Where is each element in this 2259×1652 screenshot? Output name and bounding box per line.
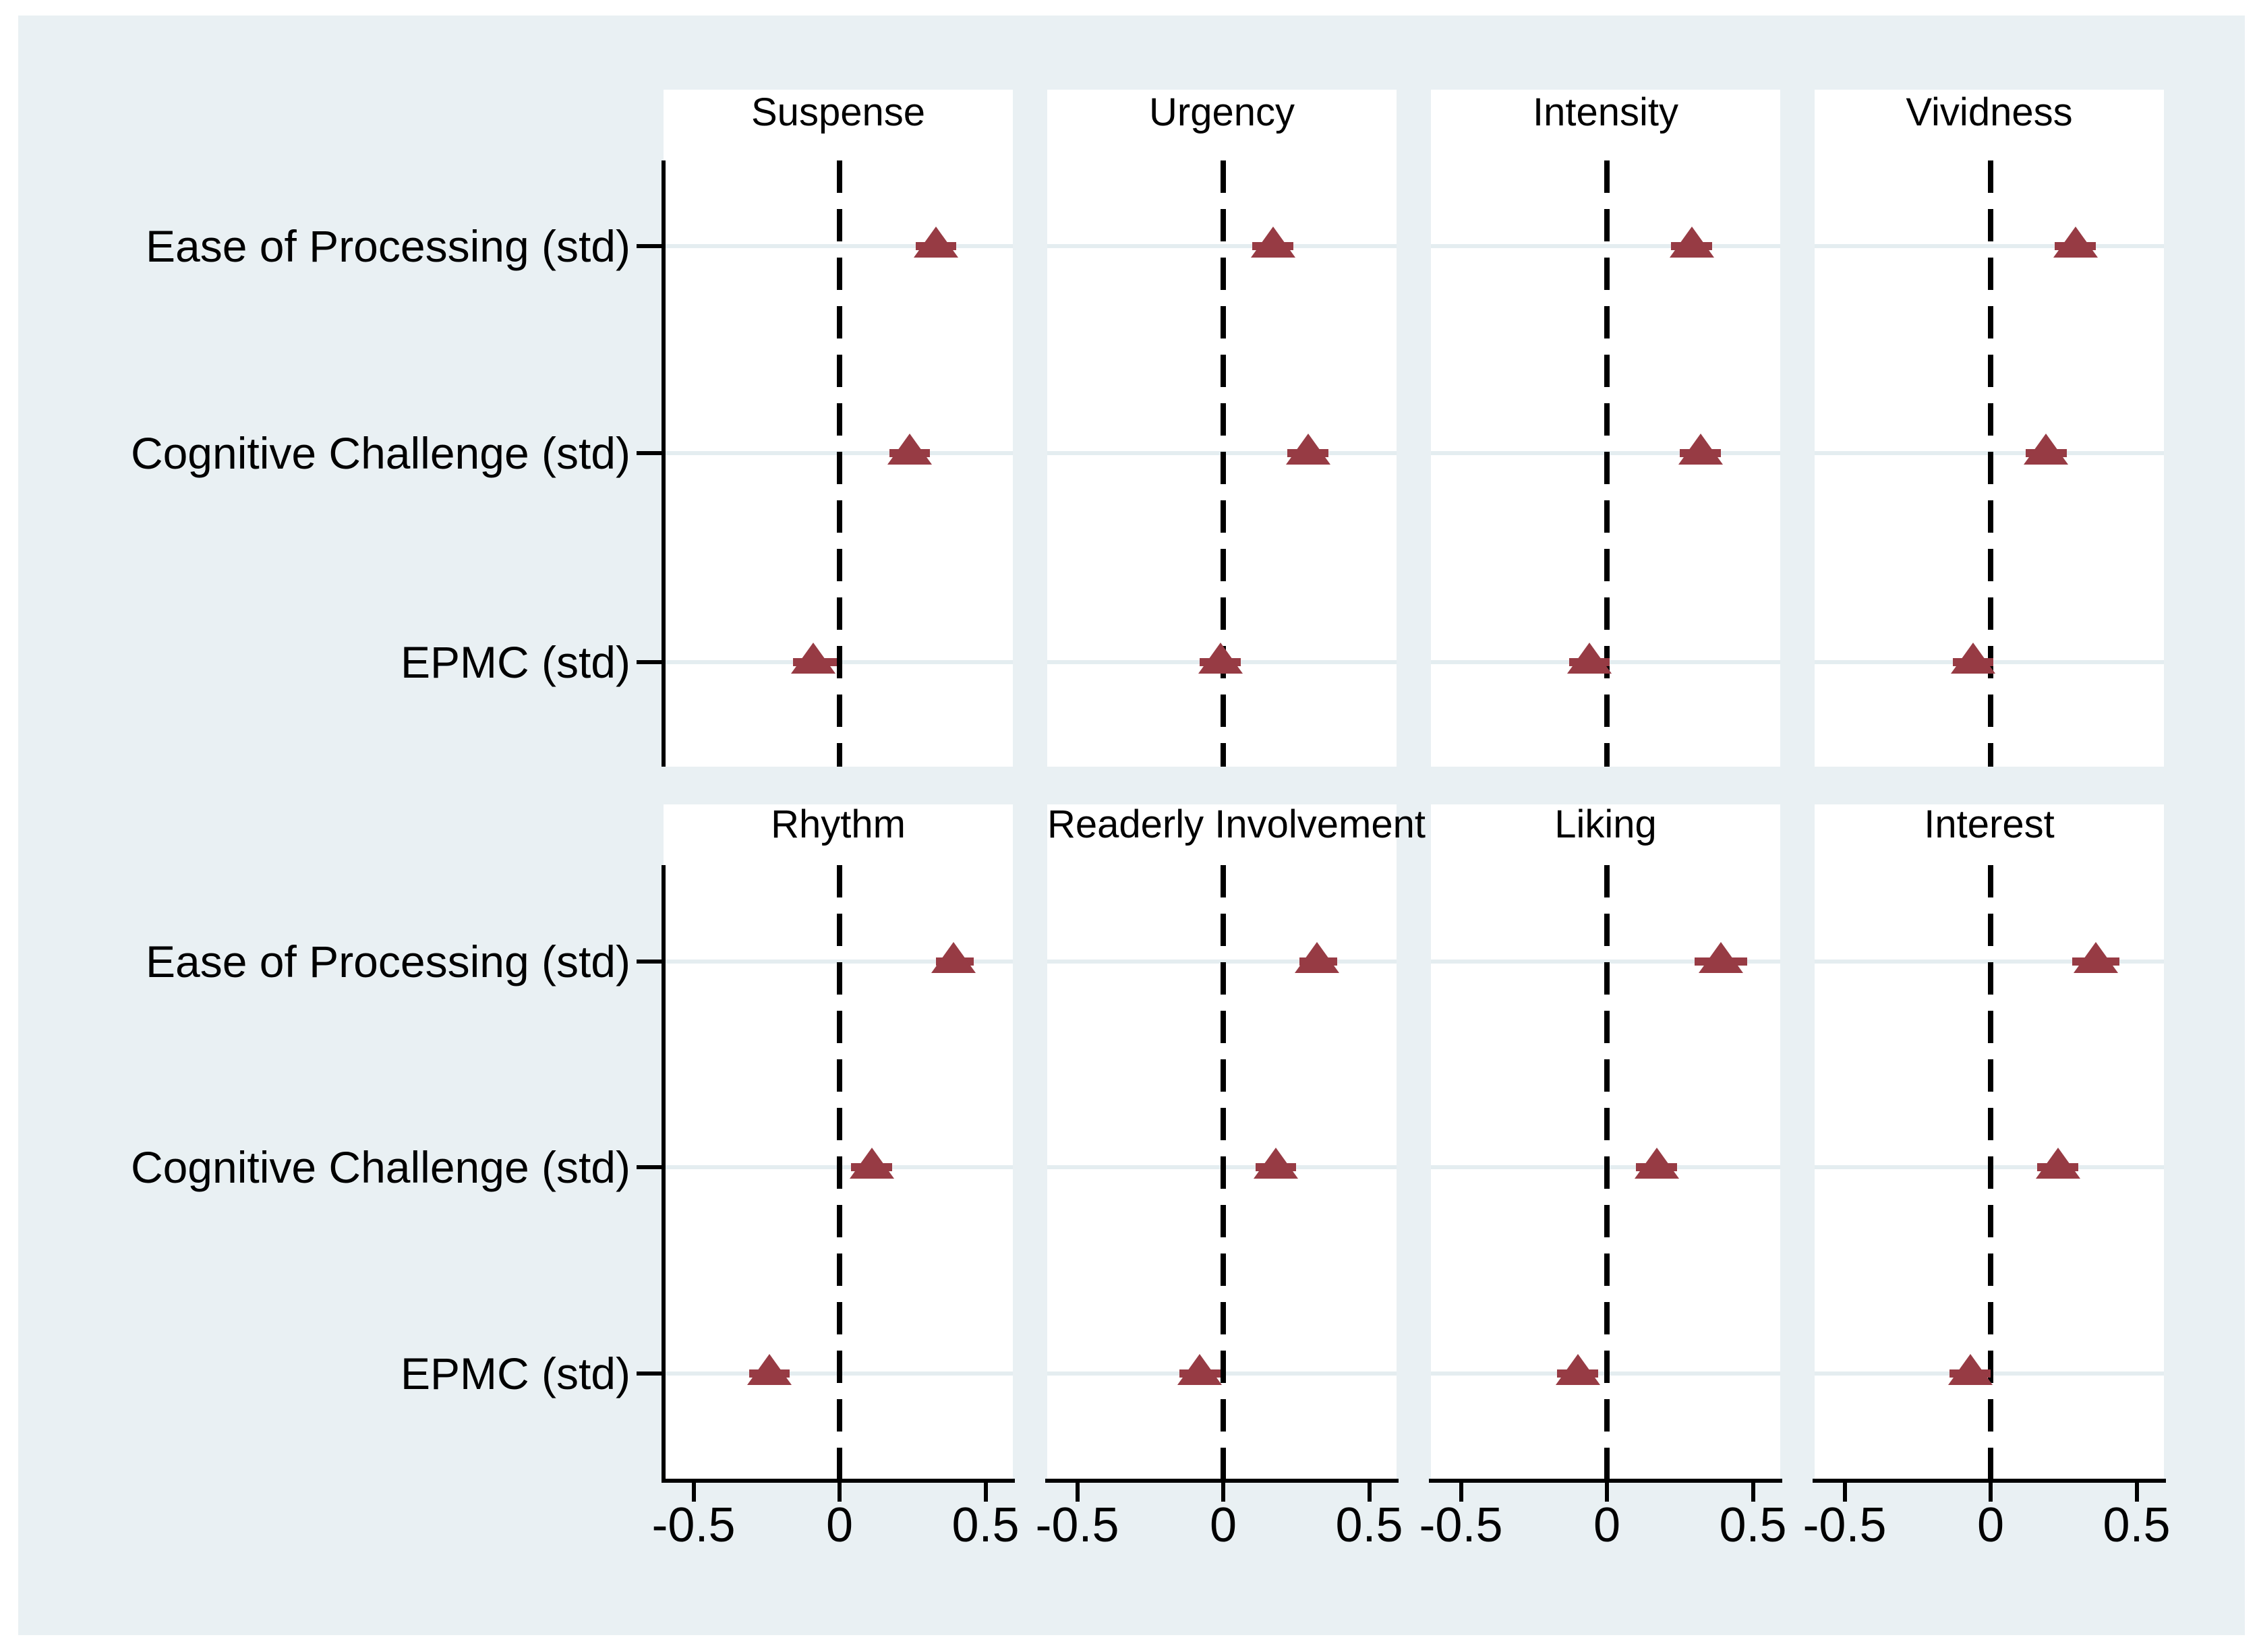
row-label: Cognitive Challenge (std) — [130, 1142, 630, 1192]
x-tick — [1842, 1483, 1847, 1502]
triangle-marker — [1198, 643, 1243, 674]
y-axis — [662, 865, 666, 1479]
x-tick — [691, 1483, 696, 1502]
zero-line — [837, 160, 842, 767]
x-tick — [1751, 1483, 1755, 1502]
x-tick — [1221, 1483, 1225, 1502]
triangle-marker — [791, 643, 836, 674]
triangle-marker — [2053, 227, 2098, 258]
x-tick — [2134, 1483, 2139, 1502]
x-tick-label: -0.5 — [1035, 1498, 1119, 1552]
x-tick-label: 0.5 — [1335, 1498, 1403, 1552]
x-axis — [1813, 1479, 2166, 1483]
x-axis — [662, 1479, 1015, 1483]
panel-title: Interest — [1924, 802, 2055, 846]
row-tick — [637, 960, 662, 964]
x-axis — [1045, 1479, 1399, 1483]
zero-line — [1604, 865, 1610, 1479]
zero-line — [1221, 160, 1226, 767]
panel-title: Rhythm — [771, 802, 906, 846]
triangle-marker — [931, 942, 976, 974]
triangle-marker — [1698, 942, 1743, 974]
x-tick-label: 0 — [1209, 1498, 1237, 1552]
x-tick-label: -0.5 — [1419, 1498, 1503, 1552]
x-tick-label: -0.5 — [651, 1498, 736, 1552]
row-tick — [637, 1165, 662, 1169]
triangle-marker — [1669, 227, 1714, 258]
row-tick — [637, 244, 662, 248]
x-tick-label: 0.5 — [951, 1498, 1020, 1552]
x-tick — [983, 1483, 988, 1502]
triangle-marker — [913, 227, 958, 258]
x-tick-label: 0 — [1976, 1498, 2005, 1552]
row-tick — [637, 660, 662, 664]
x-tick — [1605, 1483, 1609, 1502]
panel-title: Liking — [1554, 802, 1657, 846]
x-tick-label: 0.5 — [2103, 1498, 2171, 1552]
triangle-marker — [2035, 1148, 2080, 1179]
row-label: EPMC (std) — [400, 1349, 630, 1398]
triangle-marker — [887, 434, 932, 465]
panel-title: Readerly Involvement — [1047, 802, 1426, 846]
triangle-marker — [2024, 434, 2069, 465]
panel-title: Intensity — [1533, 90, 1678, 134]
zero-line — [1221, 865, 1226, 1479]
zero-line — [1988, 160, 1993, 767]
triangle-marker — [1253, 1148, 1298, 1179]
x-tick-label: 0 — [825, 1498, 854, 1552]
triangle-marker — [1250, 227, 1295, 258]
triangle-marker — [849, 1148, 894, 1179]
triangle-marker — [1947, 1354, 1993, 1386]
triangle-marker — [1294, 942, 1339, 974]
triangle-marker — [1177, 1354, 1223, 1386]
panel-title: Suspense — [751, 90, 925, 134]
triangle-marker — [1678, 434, 1723, 465]
zero-line — [1604, 160, 1610, 767]
triangle-marker — [747, 1354, 792, 1386]
x-tick-label: -0.5 — [1802, 1498, 1887, 1552]
triangle-marker — [2073, 942, 2118, 974]
triangle-marker — [1567, 643, 1612, 674]
x-tick — [1459, 1483, 1463, 1502]
row-label: Ease of Processing (std) — [146, 221, 630, 271]
x-tick-label: 0 — [1593, 1498, 1621, 1552]
x-tick — [1367, 1483, 1372, 1502]
row-label: EPMC (std) — [400, 637, 630, 687]
panel-title: Vividness — [1906, 90, 2073, 134]
zero-line — [1988, 865, 1993, 1479]
panel-title: Urgency — [1149, 90, 1295, 134]
triangle-marker — [1634, 1148, 1679, 1179]
row-tick — [637, 451, 662, 455]
row-tick — [637, 1371, 662, 1376]
triangle-marker — [1555, 1354, 1600, 1386]
row-label: Ease of Processing (std) — [146, 937, 630, 986]
x-tick — [838, 1483, 842, 1502]
x-tick — [1989, 1483, 1993, 1502]
x-axis — [1429, 1479, 1782, 1483]
y-axis — [662, 160, 666, 767]
x-tick-label: 0.5 — [1719, 1498, 1787, 1552]
x-tick — [1075, 1483, 1080, 1502]
zero-line — [837, 865, 842, 1479]
row-label: Cognitive Challenge (std) — [130, 428, 630, 478]
triangle-marker — [1951, 643, 1996, 674]
triangle-marker — [1285, 434, 1330, 465]
